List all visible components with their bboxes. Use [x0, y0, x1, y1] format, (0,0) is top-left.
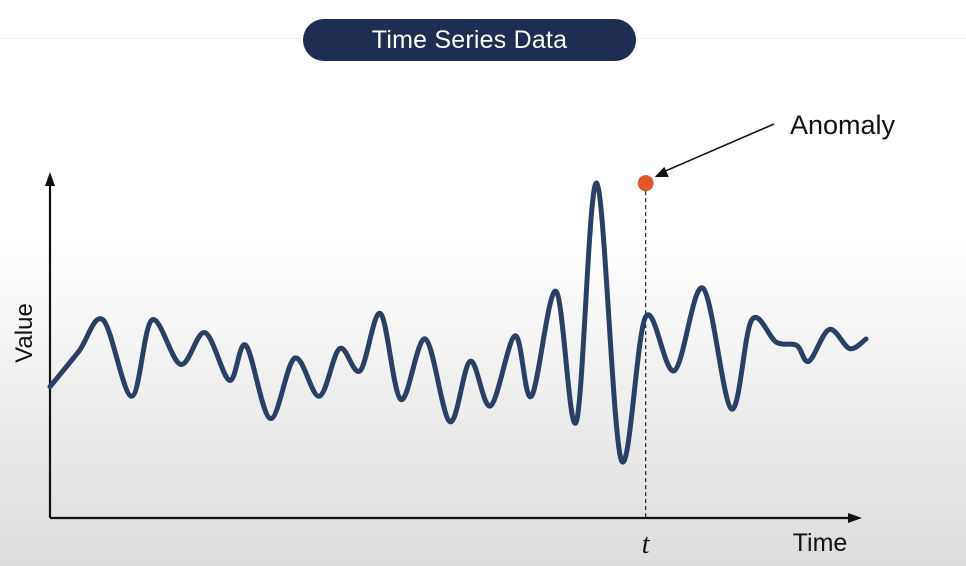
anomaly-point: [637, 175, 654, 192]
anomaly-arrowhead: [654, 166, 669, 178]
chart-title: Time Series Data: [371, 25, 568, 54]
anomaly-time-label: t: [642, 529, 651, 560]
x-axis-label: Time: [793, 529, 848, 557]
x-axis-arrow: [848, 513, 862, 523]
y-axis-arrow: [45, 172, 55, 186]
chart-title-pill: Time Series Data: [303, 19, 636, 61]
y-axis-label: Value: [11, 303, 38, 363]
series-line: [47, 180, 869, 465]
anomaly-arrow: [662, 123, 775, 173]
anomaly-label: Anomaly: [790, 110, 896, 140]
